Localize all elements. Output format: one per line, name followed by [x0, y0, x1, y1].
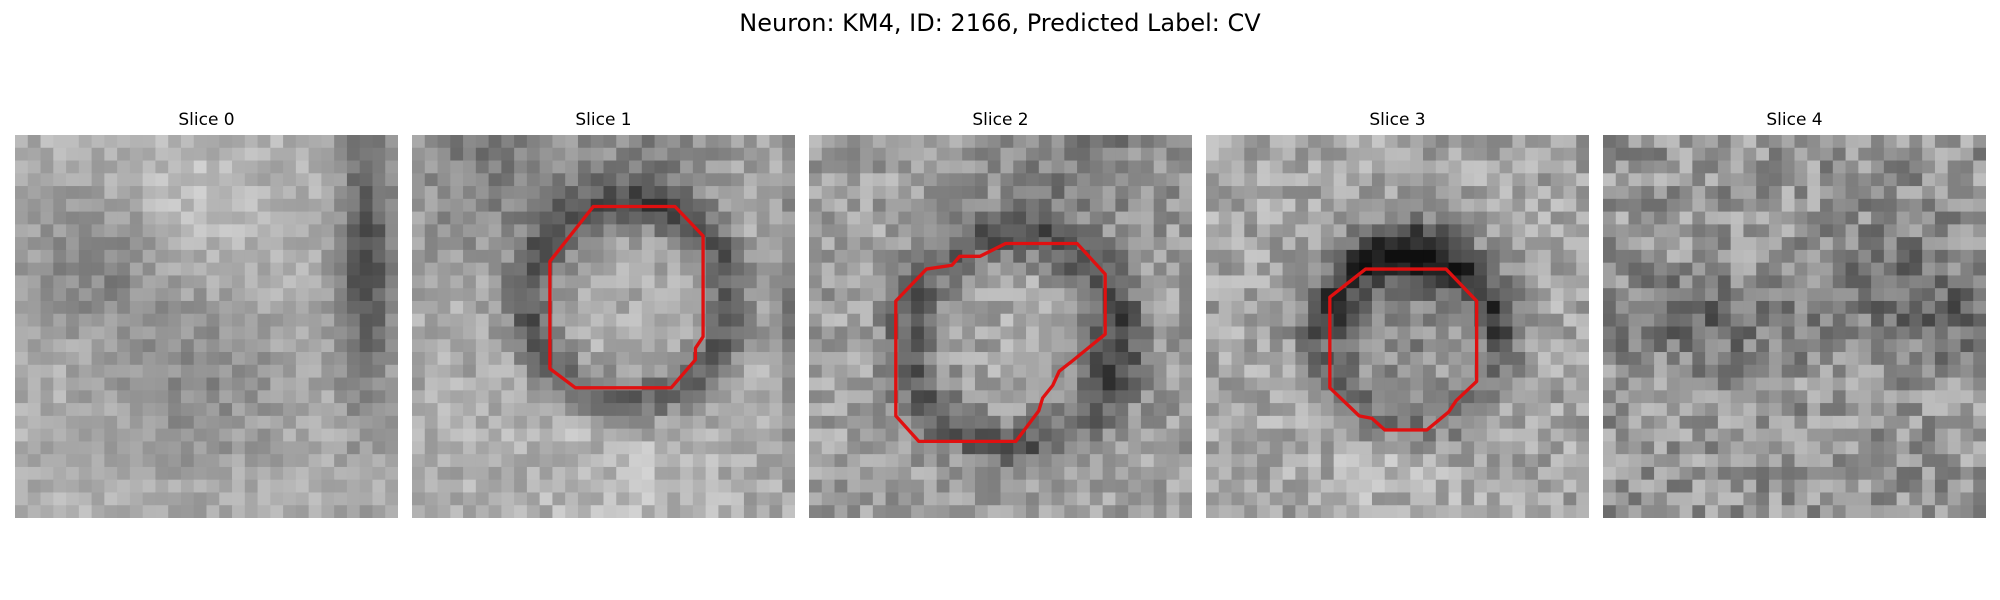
slice-pixels-2: [809, 135, 1192, 518]
slice-panel-1: Slice 1: [412, 108, 795, 518]
slice-pixels-1: [412, 135, 795, 518]
slice-title-2: Slice 2: [972, 110, 1029, 130]
slice-panel-3: Slice 3: [1206, 108, 1589, 518]
slice-title-0: Slice 0: [178, 110, 235, 130]
segmentation-contour-1: [548, 204, 705, 390]
segmentation-contour-3: [1328, 267, 1479, 432]
slice-image-1: [412, 135, 795, 518]
slice-panel-0: Slice 0: [15, 108, 398, 518]
slice-title-3: Slice 3: [1369, 110, 1426, 130]
slice-pixels-0: [15, 135, 398, 518]
slice-pixels-3: [1206, 135, 1589, 518]
slice-title-1: Slice 1: [575, 110, 632, 130]
slice-image-3: [1206, 135, 1589, 518]
slice-pixels-4: [1603, 135, 1986, 518]
slice-title-4: Slice 4: [1766, 110, 1823, 130]
figure-title: Neuron: KM4, ID: 2166, Predicted Label: …: [739, 9, 1261, 37]
slice-panel-2: Slice 2: [809, 108, 1192, 518]
segmentation-contour-2: [894, 241, 1107, 444]
slice-image-4: [1603, 135, 1986, 518]
slice-panel-4: Slice 4: [1603, 108, 1986, 518]
slice-image-2: [809, 135, 1192, 518]
slice-image-0: [15, 135, 398, 518]
